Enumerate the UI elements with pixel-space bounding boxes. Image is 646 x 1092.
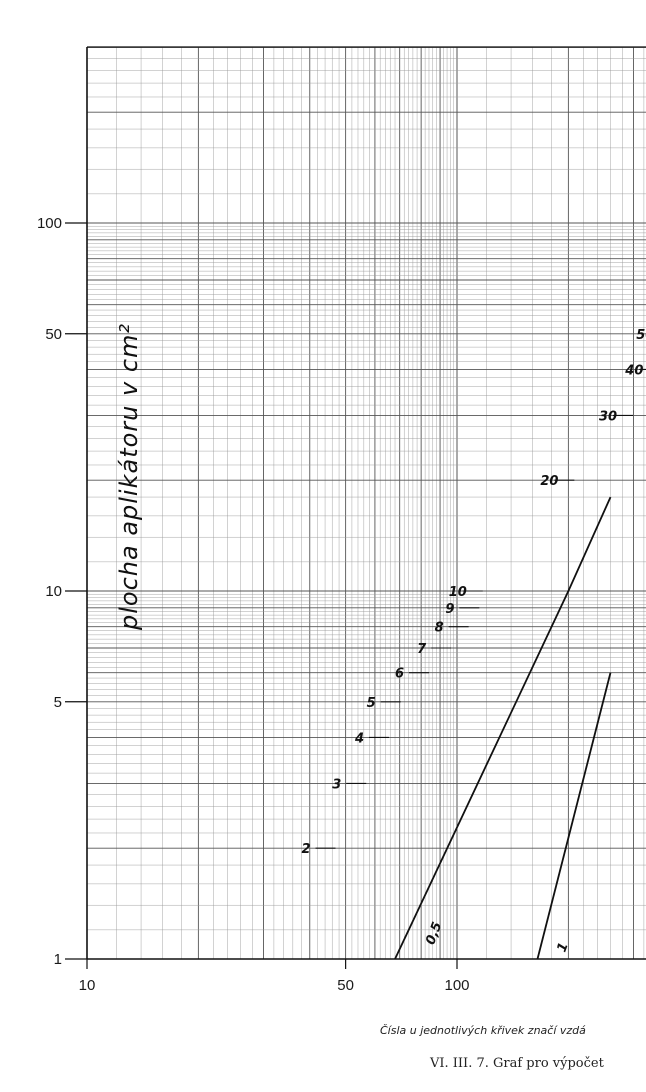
y-tick-label: 1	[54, 951, 62, 968]
plot-frame	[86, 46, 646, 960]
x-tick-label: 100	[444, 977, 469, 994]
y-tick-label: 100	[37, 215, 62, 232]
curve-label: 9	[445, 602, 454, 617]
curve-label: 8	[435, 621, 444, 636]
curve-label: 5	[367, 696, 376, 711]
curve-label: 4	[354, 731, 364, 746]
curve-label: 10	[449, 585, 467, 600]
x-tick-label: 50	[337, 977, 354, 994]
curve-label: 20	[540, 474, 558, 489]
y-tick-label: 50	[45, 326, 62, 343]
curve-label: 3	[332, 777, 341, 792]
grid	[86, 46, 646, 960]
figure-caption: VI. III. 7. Graf pro výpočet	[430, 1056, 604, 1071]
chart-note: Čísla u jednotlivých křivek značí vzdá	[380, 1024, 586, 1037]
curve-label: 0,5	[423, 920, 445, 947]
curve-label: 50	[636, 328, 646, 343]
curve-0-5	[394, 496, 612, 959]
curve-label: 1	[555, 941, 572, 955]
y-tick-label: 10	[45, 583, 62, 600]
y-tick-label: 5	[54, 694, 62, 711]
curve-label: 7	[417, 642, 427, 657]
x-axis-ticks: 10 50 100	[79, 959, 470, 994]
curve-label: 2	[302, 842, 311, 857]
curve-1	[536, 672, 612, 959]
y-axis-label: plocha aplikátoru v cm²	[115, 323, 143, 631]
curve-label: 30	[599, 409, 617, 424]
y-axis-ticks: 1 5 10 50 100	[37, 215, 87, 968]
curve-label: 40	[624, 363, 643, 378]
curves	[394, 496, 612, 959]
x-tick-label: 10	[79, 977, 96, 994]
curve-label: 6	[395, 667, 404, 682]
